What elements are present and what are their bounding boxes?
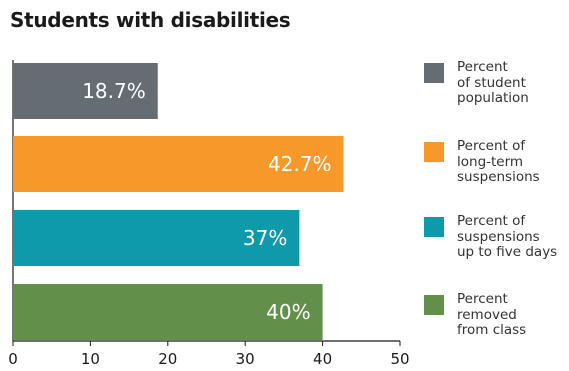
legend-label: Percent of long-term suspensions — [457, 138, 540, 186]
legend-swatch — [424, 142, 444, 162]
x-tick-label: 0 — [8, 350, 18, 368]
legend-swatch — [424, 217, 444, 237]
bar-value-label: 37% — [243, 226, 287, 250]
legend-label-line: long-term — [457, 153, 524, 170]
x-tick-label: 50 — [390, 350, 409, 368]
legend-label-line: from class — [457, 322, 527, 338]
legend-swatch — [424, 63, 444, 83]
legend-label-line: Percent of — [457, 213, 526, 229]
legend-label-line: Percent — [457, 59, 508, 75]
legend-item: Percent of student population — [424, 59, 529, 107]
legend-label-line: up to five days — [457, 244, 558, 260]
legend-label: Percent of suspensions up to five days — [457, 213, 558, 261]
bar-value-label: 40% — [266, 300, 310, 324]
legend-item: Percent of suspensions up to five days — [424, 213, 558, 261]
bar — [13, 136, 344, 192]
legend-label: Percent of student population — [457, 59, 529, 107]
bar — [13, 63, 158, 119]
legend-item: Percent removed from class — [424, 291, 527, 339]
x-tick-label: 20 — [158, 350, 177, 368]
legend-swatch — [424, 295, 444, 315]
bar-value-label: 18.7% — [82, 79, 146, 103]
bar — [13, 284, 323, 340]
chart-title: Students with disabilities — [10, 8, 291, 32]
bar — [13, 210, 300, 266]
legend-label: Percent removed from class — [457, 291, 527, 339]
bar-value-label: 42.7% — [268, 152, 332, 176]
legend-label-line: suspensions — [457, 169, 540, 185]
legend-label-line: suspensions — [457, 228, 540, 245]
legend-label-line: Percent — [457, 291, 508, 307]
legend-label-line: population — [457, 90, 529, 106]
legend-label-line: of student — [457, 74, 526, 91]
legend-item: Percent of long-term suspensions — [424, 138, 540, 186]
x-tick-label: 10 — [81, 350, 100, 368]
x-tick-label: 30 — [236, 350, 255, 368]
x-tick-label: 40 — [313, 350, 332, 368]
legend-label-line: removed — [457, 306, 517, 323]
legend-label-line: Percent of — [457, 138, 526, 154]
